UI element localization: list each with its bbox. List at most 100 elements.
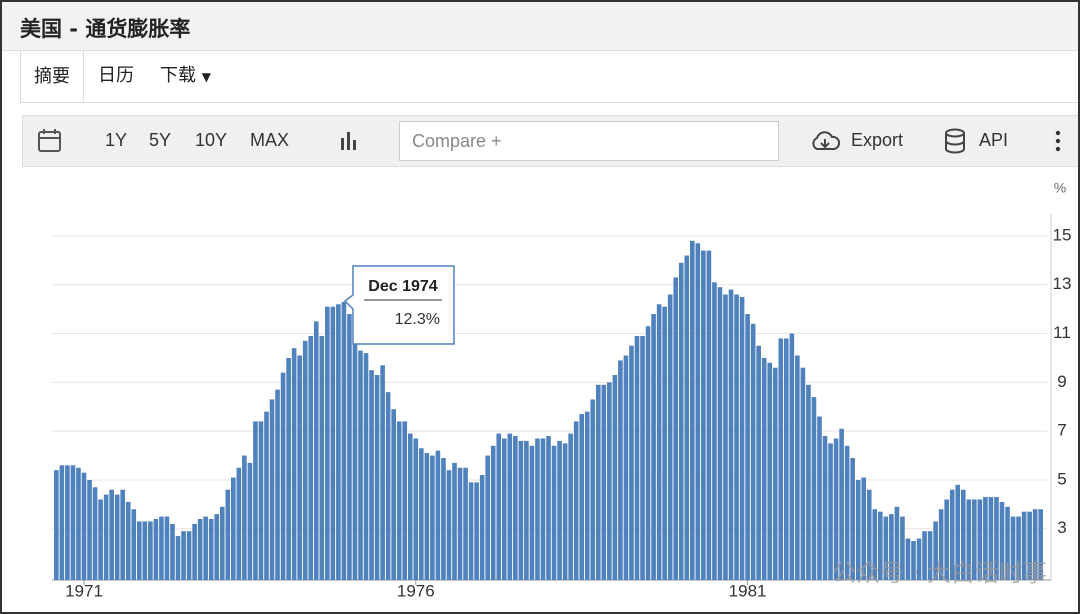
bar <box>833 438 839 580</box>
bar <box>667 294 673 580</box>
bar <box>435 450 441 580</box>
range-button[interactable]: 1Y <box>105 130 128 150</box>
bar <box>120 489 126 580</box>
bar <box>125 501 131 580</box>
bar <box>568 433 573 580</box>
tabs: 摘要 日历 下载 ▼ <box>20 50 1078 103</box>
bar <box>728 289 734 580</box>
bar <box>197 519 203 580</box>
y-unit: % <box>1054 180 1066 196</box>
bar <box>131 509 137 580</box>
export-icon[interactable] <box>809 129 841 153</box>
bar <box>264 411 269 580</box>
bar <box>479 475 485 580</box>
bar <box>485 455 490 580</box>
bar <box>612 375 618 580</box>
bar <box>850 458 855 580</box>
bar <box>690 240 695 580</box>
bar <box>336 304 341 580</box>
y-tick-label: 5 <box>1057 469 1066 488</box>
bar <box>623 355 629 580</box>
bar <box>944 499 949 580</box>
bar <box>496 433 502 580</box>
bar <box>905 538 911 580</box>
bar <box>872 509 878 580</box>
bar <box>927 531 933 580</box>
compare-input[interactable]: Compare + <box>399 121 779 161</box>
bar <box>1038 509 1043 580</box>
y-tick-label: 7 <box>1057 421 1066 440</box>
bar <box>258 421 264 580</box>
bar <box>678 262 684 580</box>
bar <box>275 389 280 580</box>
bar <box>535 438 540 580</box>
bar <box>618 360 623 580</box>
bar <box>192 523 197 580</box>
bar <box>750 323 756 580</box>
api-button[interactable]: API <box>979 130 1009 150</box>
tab[interactable]: 日历 <box>98 65 134 86</box>
bar <box>739 296 745 580</box>
bar <box>269 399 275 580</box>
watermark: 公众号 · 大白话时事 <box>832 559 1047 587</box>
range-button[interactable]: 10Y <box>195 130 228 150</box>
toolbar: 1Y 5Y 10Y MAX Compare + Export API <box>22 115 1078 167</box>
bar <box>501 438 507 580</box>
bar <box>822 436 828 580</box>
bar <box>640 336 645 580</box>
bar <box>767 362 773 580</box>
tooltip-text: 12.3% <box>395 311 440 328</box>
bar <box>723 294 728 580</box>
bar <box>994 497 999 580</box>
bar <box>70 465 76 580</box>
bar <box>280 372 286 580</box>
bar <box>590 399 596 580</box>
range-button[interactable]: 5Y <box>149 130 172 150</box>
bar <box>701 250 706 580</box>
bar <box>695 243 701 580</box>
bar <box>352 328 358 580</box>
bar <box>778 338 784 580</box>
range-button[interactable]: MAX <box>250 130 290 150</box>
tab-label: 下载 <box>160 65 196 86</box>
bar <box>225 489 231 580</box>
bar <box>175 536 181 580</box>
chart-type-icon[interactable] <box>339 130 359 152</box>
bar <box>889 514 894 580</box>
bar <box>76 467 81 580</box>
bar <box>806 384 811 580</box>
bar <box>468 482 474 580</box>
bar <box>883 516 889 580</box>
bar <box>673 277 679 580</box>
bar <box>861 477 867 580</box>
bar <box>573 421 579 580</box>
bar <box>949 489 955 580</box>
calendar-icon[interactable] <box>37 128 63 154</box>
bar <box>1021 511 1027 580</box>
api-icon[interactable] <box>943 128 967 154</box>
bar <box>811 397 817 580</box>
tab[interactable]: 下载 ▼ <box>160 65 211 86</box>
bar <box>457 467 463 580</box>
y-tick-label: 9 <box>1057 372 1066 391</box>
bar <box>911 540 916 580</box>
bar <box>170 523 175 580</box>
more-icon[interactable] <box>1053 130 1063 154</box>
bar <box>656 304 662 580</box>
bar <box>784 338 789 580</box>
bar <box>92 487 98 580</box>
bar <box>253 421 258 580</box>
bar <box>374 375 380 580</box>
tooltip-title: Dec 1974 <box>368 278 437 295</box>
bar <box>402 421 408 580</box>
bar <box>59 465 65 580</box>
bar <box>419 448 424 580</box>
bar <box>601 384 607 580</box>
bar <box>629 345 634 580</box>
bar <box>380 365 385 580</box>
export-button[interactable]: Export <box>851 130 904 150</box>
bar <box>988 497 994 580</box>
tab[interactable]: 摘要 <box>20 50 84 102</box>
bar <box>966 499 972 580</box>
bar <box>651 314 656 580</box>
